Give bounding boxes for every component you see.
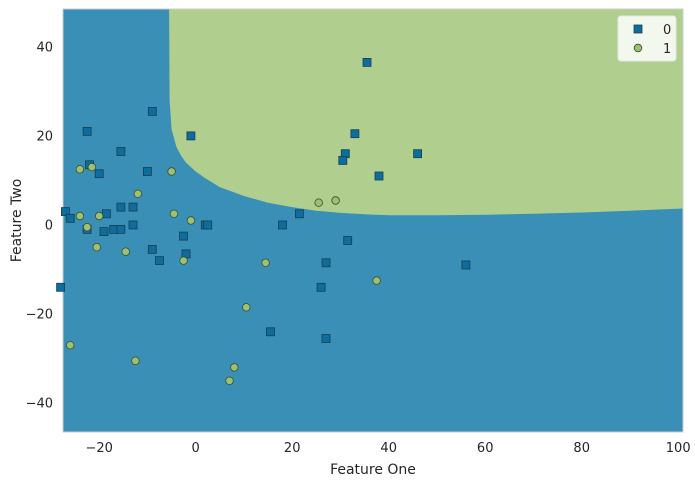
x-tick-label: 40 — [380, 441, 397, 456]
class-0-point — [413, 149, 423, 159]
x-axis-title: Feature One — [330, 462, 416, 478]
class-1-point — [92, 242, 101, 252]
class-0-point — [61, 207, 70, 217]
class-0-point — [147, 107, 157, 116]
class-0-point — [266, 327, 275, 337]
class-0-point — [109, 224, 119, 234]
legend: 01 — [617, 15, 677, 62]
y-tick-label: −20 — [26, 308, 53, 323]
class-0-point — [128, 202, 138, 212]
class-0-point — [65, 213, 75, 223]
x-tick-label: 80 — [573, 441, 590, 456]
y-axis-tick-labels: −40 −20 0 20 40 — [26, 40, 53, 411]
x-tick-label: −20 — [85, 441, 112, 456]
class-1-point — [314, 198, 323, 207]
class-0-point — [203, 220, 213, 230]
class-0-point — [278, 220, 287, 230]
class-1-point — [372, 276, 381, 285]
class-1-point — [75, 165, 85, 174]
class-0-point — [316, 282, 326, 292]
x-axis-tick-labels: −20 0 20 40 60 80 100 — [85, 441, 690, 456]
class-0-point — [116, 147, 126, 156]
x-tick-label: 100 — [666, 441, 691, 456]
class-0-point — [362, 58, 372, 67]
class-0-point — [321, 334, 331, 343]
class-0-point — [374, 171, 384, 181]
class-0-point — [338, 155, 348, 165]
x-tick-label: 0 — [192, 441, 200, 456]
plot-frame — [62, 8, 684, 433]
class-1-point — [94, 211, 104, 221]
plot-area — [62, 8, 684, 433]
class-1-point — [121, 247, 130, 256]
y-tick-label: 0 — [45, 219, 53, 234]
class-0-point — [186, 131, 196, 141]
legend-box — [617, 15, 677, 62]
y-tick-label: 20 — [36, 129, 53, 144]
legend-marker-1 — [633, 43, 643, 53]
class-0-point — [350, 129, 360, 139]
class-0-point — [116, 224, 126, 234]
series-layer — [56, 58, 471, 385]
class-1-point — [242, 303, 251, 312]
legend-label-1: 1 — [663, 42, 671, 57]
y-axis-title: Feature Two — [9, 179, 25, 263]
class-0-point — [99, 227, 109, 237]
class-1-point — [225, 376, 234, 385]
class-0-point — [102, 209, 111, 219]
class-1-point — [167, 167, 176, 176]
class-0-point — [82, 127, 92, 136]
class-1-point — [75, 211, 85, 221]
class-1-point — [230, 363, 239, 372]
class-1-point — [186, 216, 196, 225]
y-tick-label: −40 — [26, 397, 53, 412]
class-1-point — [179, 256, 188, 265]
class-0-point — [343, 236, 353, 245]
class-0-point — [155, 256, 164, 266]
class-1-point — [131, 356, 140, 365]
class-0-point — [94, 169, 104, 179]
class-1-region — [169, 9, 684, 216]
class-0-point — [56, 282, 65, 292]
class-1-point — [169, 209, 179, 218]
class-0-point — [147, 244, 157, 254]
class-0-point — [461, 260, 471, 270]
class-0-point — [116, 202, 126, 212]
legend-label-0: 0 — [663, 23, 671, 38]
class-0-point — [142, 167, 152, 176]
x-tick-label: 60 — [477, 441, 494, 456]
class-0-point — [128, 220, 138, 230]
class-0-point — [179, 231, 189, 241]
class-1-point — [261, 258, 270, 267]
class-0-point — [321, 258, 331, 268]
legend-marker-0 — [633, 24, 643, 34]
class-1-point — [331, 196, 340, 205]
class-1-point — [133, 189, 142, 198]
y-tick-label: 40 — [36, 40, 53, 55]
class-1-point — [87, 162, 97, 172]
class-1-point — [82, 222, 92, 232]
class-0-point — [294, 209, 304, 219]
class-1-point — [65, 341, 75, 350]
x-tick-label: 20 — [284, 441, 301, 456]
